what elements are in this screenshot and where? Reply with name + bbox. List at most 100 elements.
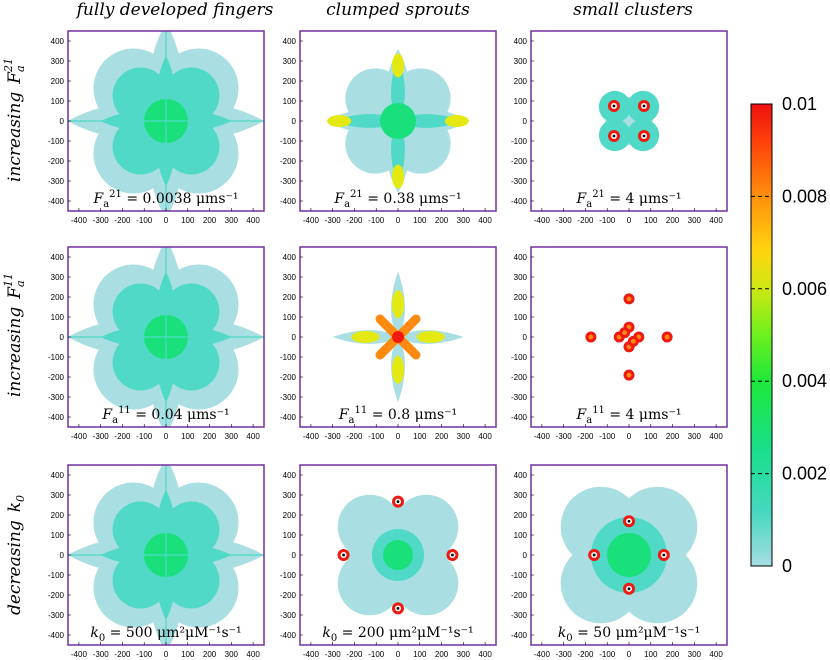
x-tick-label-5: 0 <box>627 650 632 659</box>
y-tick-label-8: 300 <box>514 57 528 66</box>
annotation-sup: 21 <box>592 189 605 200</box>
x-tick-label-9: 400 <box>478 432 492 441</box>
plot-area <box>326 49 470 193</box>
heatmap-pattern <box>68 247 264 427</box>
y-tick-label-4: -100 <box>48 137 65 146</box>
panel-k0-2: -400 -300 -200 -100 0 100 200 300 400 -400 -300 -20… <box>280 464 497 659</box>
row-title-1-text: increasing <box>5 92 25 182</box>
x-tick-label-6: 100 <box>413 216 427 225</box>
y-tick-label-6: 100 <box>51 97 65 106</box>
x-tick-label-8: 300 <box>225 216 239 225</box>
y-tick-label-6: 100 <box>283 531 297 540</box>
x-tick-label-8: 300 <box>225 650 239 659</box>
y-tick-label-3: -200 <box>280 157 297 166</box>
y-tick-label-9: 400 <box>283 37 297 46</box>
x-tick-label-4: -100 <box>136 216 153 225</box>
plot-area <box>332 271 464 403</box>
y-tick-label-8: 300 <box>283 57 297 66</box>
cluster-dot-5-core <box>622 330 628 336</box>
y-tick-label-6: 100 <box>283 97 297 106</box>
x-tick-label-1: -400 <box>303 216 320 225</box>
colorbar-tick-label-3: 0.006 <box>782 279 827 299</box>
y-tick-label-8: 300 <box>51 491 65 500</box>
x-tick-label-4: -100 <box>368 432 385 441</box>
colorbar-tick-label-1: 0.01 <box>782 94 817 114</box>
x-tick-label-4: -100 <box>368 216 385 225</box>
y-tick-label-1: -400 <box>48 631 65 640</box>
row-title-3: decreasing k0 <box>5 495 27 615</box>
annotation-value: = 200 μm²μM⁻¹s⁻¹ <box>337 625 473 641</box>
y-tick-label-9: 400 <box>514 253 528 262</box>
x-tick-label-8: 300 <box>688 216 702 225</box>
plot-area <box>585 293 673 381</box>
annotation-sub: a <box>103 199 109 210</box>
y-tick-label-3: -200 <box>280 591 297 600</box>
y-tick-label-1: -400 <box>511 631 528 640</box>
y-tick-label-5: 0 <box>60 333 65 342</box>
row-title-3-text: decreasing <box>5 520 25 615</box>
blob-ring-1-center <box>627 519 631 523</box>
y-tick-label-4: -100 <box>511 353 528 362</box>
plot-area <box>598 90 660 152</box>
panel-k0-1: -400 -300 -200 -100 0 100 200 300 400 -400 -300 -20… <box>48 464 265 659</box>
x-tick-label-8: 300 <box>688 650 702 659</box>
plot-area <box>68 31 264 211</box>
panel-k0-3: -400 -300 -200 -100 0 100 200 300 400 -400 -300 -20… <box>511 464 728 659</box>
x-tick-label-3: -200 <box>114 216 131 225</box>
y-tick-label-3: -200 <box>48 591 65 600</box>
y-tick-label-1: -400 <box>511 197 528 206</box>
y-tick-label-8: 300 <box>283 491 297 500</box>
cluster-dot-10-core <box>626 296 632 302</box>
y-tick-label-7: 200 <box>283 511 297 520</box>
x-tick-label-9: 400 <box>478 650 492 659</box>
x-tick-label-3: -200 <box>577 650 594 659</box>
x-tick-label-2: -300 <box>556 216 573 225</box>
panel-Fa21-1: -400 -300 -200 -100 0 100 200 300 400 -400 -300 -20… <box>48 30 265 225</box>
plot-area <box>560 486 698 624</box>
annotation-value: = 500 μm²μM⁻¹s⁻¹ <box>105 625 241 641</box>
panel-Fa21-3: -400 -300 -200 -100 0 100 200 300 400 -400 -300 -20… <box>511 30 728 225</box>
annotation-symbol: F <box>576 407 588 423</box>
x-tick-label-7: 200 <box>435 650 449 659</box>
sprout-ring-3-center <box>342 553 345 557</box>
colorbar: 0.01 0.008 0.006 0.004 0.002 0 <box>750 94 827 576</box>
y-tick-label-4: -100 <box>511 137 528 146</box>
x-tick-label-1: -400 <box>71 216 88 225</box>
panel-Fa11-1: -400 -300 -200 -100 0 100 200 300 400 -400 -300 -20… <box>48 246 265 441</box>
annotation-value: = 50 μm²μM⁻¹s⁻¹ <box>573 625 701 641</box>
y-tick-label-9: 400 <box>51 253 65 262</box>
x-tick-label-9: 400 <box>246 432 260 441</box>
annotation-symbol: k <box>558 625 566 641</box>
core-peak <box>380 103 416 139</box>
column-title-1: fully developed fingers <box>75 0 274 20</box>
x-tick-label-3: -200 <box>346 432 363 441</box>
y-tick-label-9: 400 <box>51 471 65 480</box>
y-tick-label-3: -200 <box>511 591 528 600</box>
y-tick-label-1: -400 <box>280 197 297 206</box>
y-tick-label-5: 0 <box>60 551 65 560</box>
colorbar-tick-label-4: 0.004 <box>782 371 827 391</box>
y-tick-label-3: -200 <box>280 373 297 382</box>
x-tick-label-2: -300 <box>93 216 110 225</box>
x-tick-label-1: -400 <box>534 650 551 659</box>
x-tick-label-5: 0 <box>164 216 169 225</box>
x-tick-label-4: -100 <box>599 650 616 659</box>
panels: -400 -300 -200 -100 0 100 200 300 400 -400 -300 -20… <box>48 30 728 659</box>
cluster-dot-6-core <box>630 338 636 344</box>
plot-area <box>337 494 459 616</box>
svg-text:increasingF21a: increasing F21a <box>2 58 27 182</box>
cluster-dot-7-core <box>664 334 670 340</box>
sprout-blob-2 <box>392 355 404 384</box>
x-tick-label-2: -300 <box>325 432 342 441</box>
y-tick-label-1: -400 <box>280 413 297 422</box>
y-tick-label-9: 400 <box>283 253 297 262</box>
annotation-value: = 0.8 μms⁻¹ <box>367 407 457 423</box>
y-tick-label-2: -300 <box>48 177 65 186</box>
x-tick-label-5: 0 <box>396 432 401 441</box>
y-tick-label-7: 200 <box>514 293 528 302</box>
y-tick-label-5: 0 <box>292 117 297 126</box>
annotation-symbol: k <box>322 625 330 641</box>
y-tick-label-5: 0 <box>523 551 528 560</box>
panel-annotation: k0 = 500 μm²μM⁻¹s⁻¹ <box>90 625 241 644</box>
annotation-sub: a <box>344 199 350 210</box>
